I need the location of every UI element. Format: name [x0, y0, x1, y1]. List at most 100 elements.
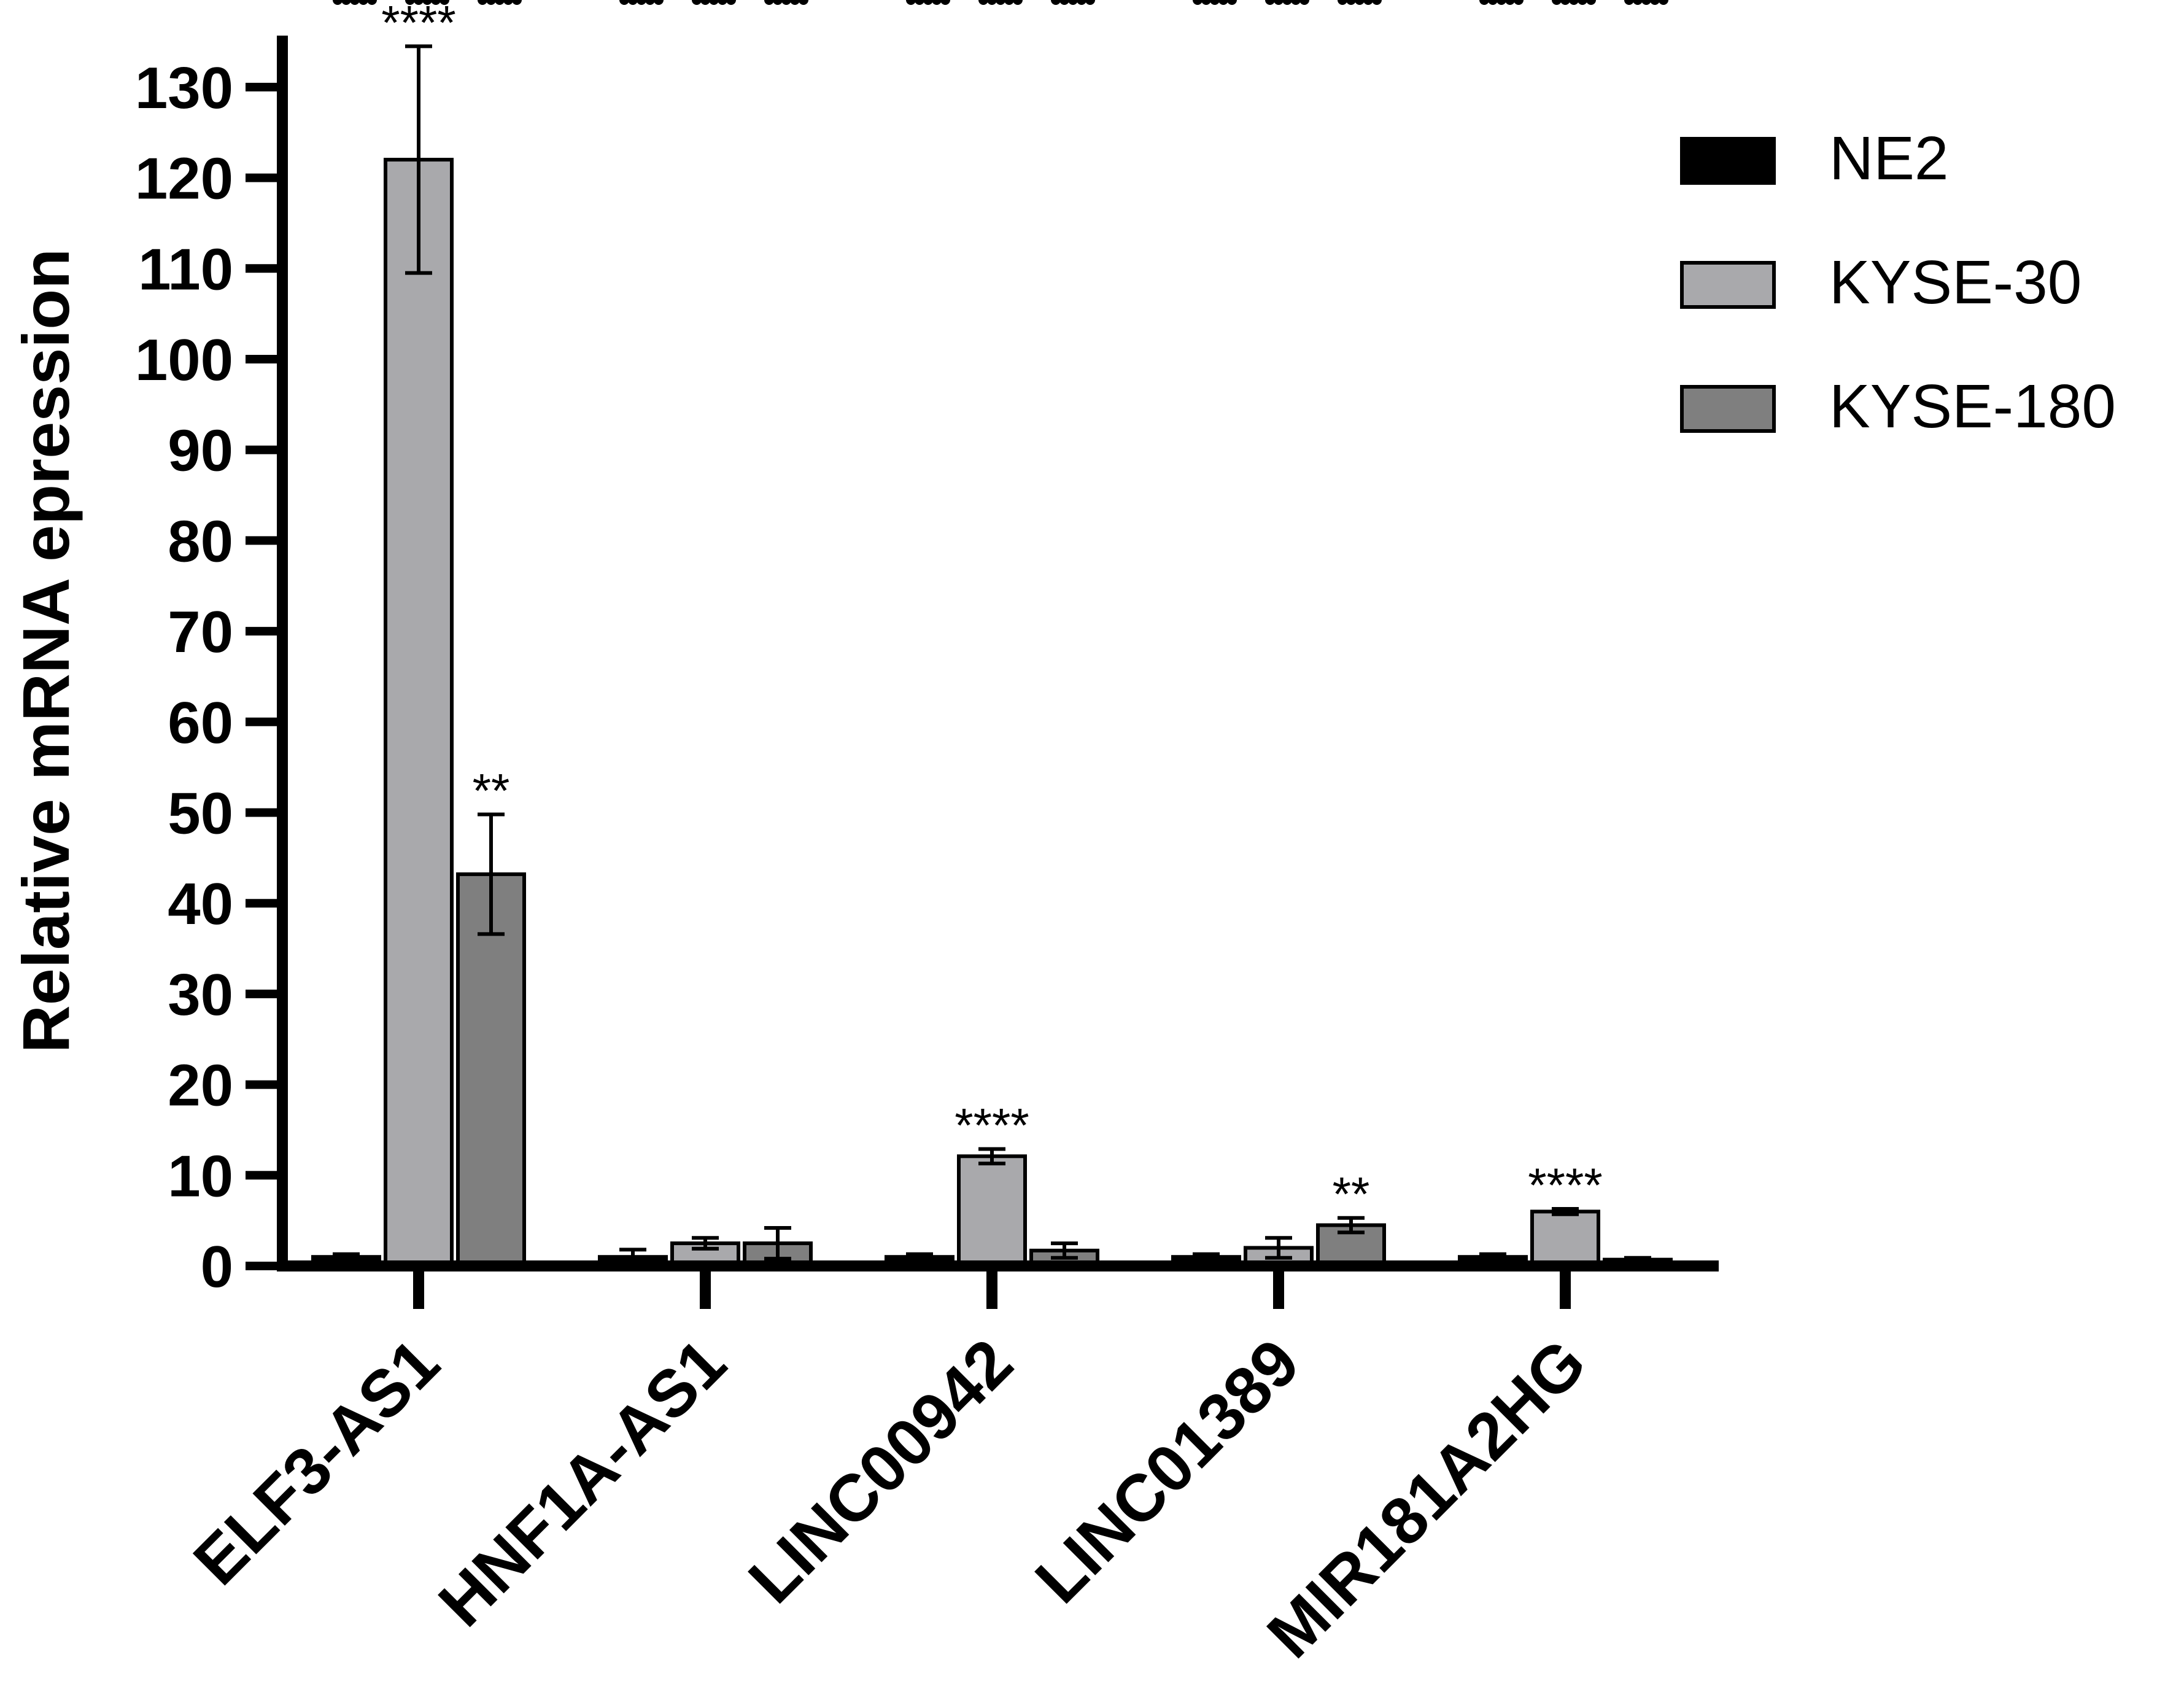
data-point	[422, 0, 432, 5]
data-point	[512, 0, 522, 5]
data-point	[1624, 0, 1634, 5]
data-point	[478, 0, 487, 5]
data-point	[1372, 0, 1382, 5]
data-point	[1274, 0, 1284, 5]
data-point	[700, 0, 710, 5]
data-point	[692, 0, 702, 5]
legend-swatch-ne2	[1680, 137, 1776, 185]
data-point	[405, 0, 415, 5]
data-point	[1578, 0, 1587, 5]
legend-swatch-kyse-30	[1680, 261, 1776, 309]
data-point	[718, 0, 727, 5]
bars-layer: ************ ****	[311, 0, 1673, 1268]
data-point	[1051, 0, 1061, 5]
y-tick-label: 50	[168, 781, 233, 847]
data-point	[619, 0, 629, 5]
x-tick-label: HNF1A-AS1	[424, 1325, 740, 1640]
data-point	[1488, 0, 1498, 5]
y-tick-label: 70	[168, 599, 233, 665]
data-point	[726, 0, 736, 5]
y-tick-label: 10	[168, 1143, 233, 1209]
data-point	[654, 0, 664, 5]
data-point	[1265, 0, 1275, 5]
data-point	[987, 0, 997, 5]
data-point	[773, 0, 783, 5]
data-point	[764, 0, 774, 5]
bar-kyse-30-elf3-as1	[384, 158, 454, 1268]
data-point	[637, 0, 646, 5]
data-point	[1586, 0, 1596, 5]
data-point	[1068, 0, 1078, 5]
data-point	[799, 0, 808, 5]
y-tick-label: 30	[168, 962, 233, 1028]
data-point	[1193, 0, 1202, 5]
data-point	[440, 0, 449, 5]
data-point	[1291, 0, 1301, 5]
data-point	[940, 0, 950, 5]
data-point	[1650, 0, 1660, 5]
data-point	[1085, 0, 1095, 5]
data-point	[996, 0, 1005, 5]
data-point	[1077, 0, 1086, 5]
x-tick-label: LINC00942	[734, 1325, 1026, 1617]
data-point	[1346, 0, 1356, 5]
data-point	[341, 0, 351, 5]
significance-label: ****	[1528, 1158, 1602, 1212]
y-tick-label: 60	[168, 690, 233, 756]
data-point	[790, 0, 800, 5]
significance-label: ****	[381, 0, 455, 49]
data-point	[923, 0, 933, 5]
data-point	[978, 0, 988, 5]
y-tick-label: 20	[168, 1053, 233, 1119]
data-point	[1633, 0, 1643, 5]
data-point	[1514, 0, 1524, 5]
y-tick-label: 110	[138, 236, 233, 302]
bar-kyse-30-linc00942	[957, 1154, 1027, 1268]
y-tick-label: 0	[201, 1234, 233, 1300]
data-point	[1659, 0, 1668, 5]
data-point	[358, 0, 368, 5]
legend-label-ne2: NE2	[1829, 124, 1949, 193]
legend-label-kyse-30: KYSE-30	[1829, 248, 2081, 317]
bar-kyse-30-mir181a2hg	[1530, 1209, 1600, 1268]
data-point	[1299, 0, 1309, 5]
data-point	[932, 0, 942, 5]
significance-label: **	[1333, 1167, 1370, 1221]
data-point	[1218, 0, 1228, 5]
data-point	[1227, 0, 1237, 5]
data-point	[333, 0, 343, 5]
data-point	[906, 0, 916, 5]
y-tick-label: 120	[135, 146, 233, 212]
data-point	[1355, 0, 1365, 5]
data-point	[1560, 0, 1570, 5]
x-tick-label: LINC01389	[1021, 1325, 1313, 1617]
legend-swatch-kyse-180	[1680, 385, 1776, 433]
y-axis-title: Relative mRNA epression	[9, 249, 83, 1053]
data-point	[503, 0, 513, 5]
data-point	[1338, 0, 1347, 5]
y-tick-label: 80	[168, 508, 233, 574]
data-point	[1497, 0, 1506, 5]
data-point	[350, 0, 360, 5]
y-tick-label: 130	[135, 55, 233, 121]
data-point	[709, 0, 719, 5]
data-point	[1552, 0, 1562, 5]
significance-label: **	[473, 763, 510, 817]
data-point	[1013, 0, 1023, 5]
data-point	[414, 0, 424, 5]
x-tick-label: ELF3-AS1	[179, 1325, 453, 1599]
data-point	[486, 0, 496, 5]
data-point	[628, 0, 638, 5]
data-point	[1282, 0, 1292, 5]
data-point	[1210, 0, 1220, 5]
data-point	[781, 0, 791, 5]
data-point	[431, 0, 441, 5]
data-point	[1641, 0, 1651, 5]
y-tick-label: 40	[168, 871, 233, 937]
data-point	[1479, 0, 1489, 5]
data-point	[1201, 0, 1211, 5]
data-point	[1505, 0, 1515, 5]
data-point	[1004, 0, 1014, 5]
data-point	[495, 0, 505, 5]
